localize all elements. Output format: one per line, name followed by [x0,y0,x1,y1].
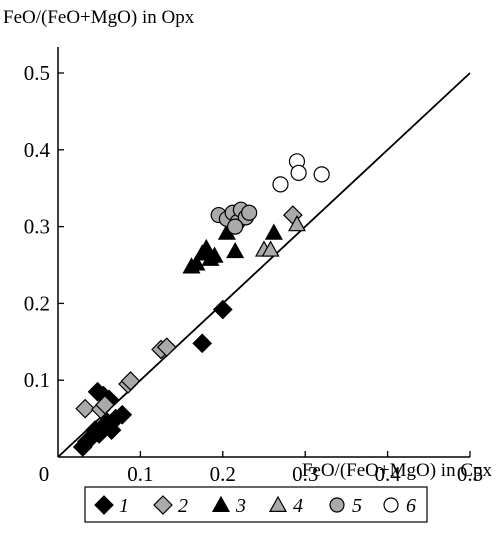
data-point-series-1 [105,408,126,429]
legend: 1 2 3 4 5 6 [84,486,428,523]
legend-label-2: 2 [178,495,188,517]
x-tick-label: 0.2 [210,462,236,486]
legend-label-3: 3 [235,495,246,517]
data-point-series-3 [205,246,224,263]
tick-labels: 0 0.1 0.2 0.3 0.4 0.5 0.1 0.2 0.3 0.4 0.5 [24,61,483,486]
data-point-series-2 [95,394,115,415]
x-tick-label: 0.5 [457,462,483,486]
y-tick-label: 0.2 [24,291,50,315]
data-point-series-6 [272,176,289,193]
data-point-series-2 [156,337,177,358]
data-points [72,153,330,457]
legend-label-6: 6 [406,495,416,517]
data-point-series-1 [212,299,233,320]
legend-marker-6 [383,497,399,513]
legend-marker-5 [329,497,345,513]
legend-marker-3 [211,495,231,512]
y-axis-label: FeO/(FeO+MgO) in Opx [3,7,195,28]
data-point-series-2 [120,371,141,391]
x-tick-label: 0.1 [127,462,153,486]
legend-box [84,486,428,523]
one-to-one-line [57,72,471,458]
y-tick-label: 0.1 [24,368,50,392]
legend-label-5: 5 [352,495,362,517]
data-point-series-5 [241,204,258,221]
data-point-series-5 [227,218,244,235]
y-tick-label: 0.4 [24,138,51,162]
legend-label-1: 1 [119,495,129,517]
data-point-series-4 [287,215,306,232]
x-tick-label: 0.3 [292,462,318,486]
legend-marker-1 [94,495,114,515]
data-point-series-3 [226,241,245,259]
data-point-series-6 [290,164,307,181]
legend-marker-2 [153,495,173,515]
y-tick-label: 0.5 [24,61,50,85]
data-point-series-2 [75,398,96,419]
x-tick-label: 0 [39,462,50,486]
data-point-series-6 [313,166,330,183]
data-point-series-3 [187,254,206,271]
y-tick-label: 0.3 [24,215,50,239]
data-point-series-4 [261,240,280,257]
legend-marker-4 [268,495,288,512]
data-point-series-1 [192,333,213,354]
data-point-series-3 [264,223,283,240]
x-tick-label: 0.4 [374,462,401,486]
legend-label-4: 4 [293,495,303,517]
axis-ticks [58,72,471,457]
x-axis-label: FeO/(FeO+MgO) in Cpx [302,460,493,481]
